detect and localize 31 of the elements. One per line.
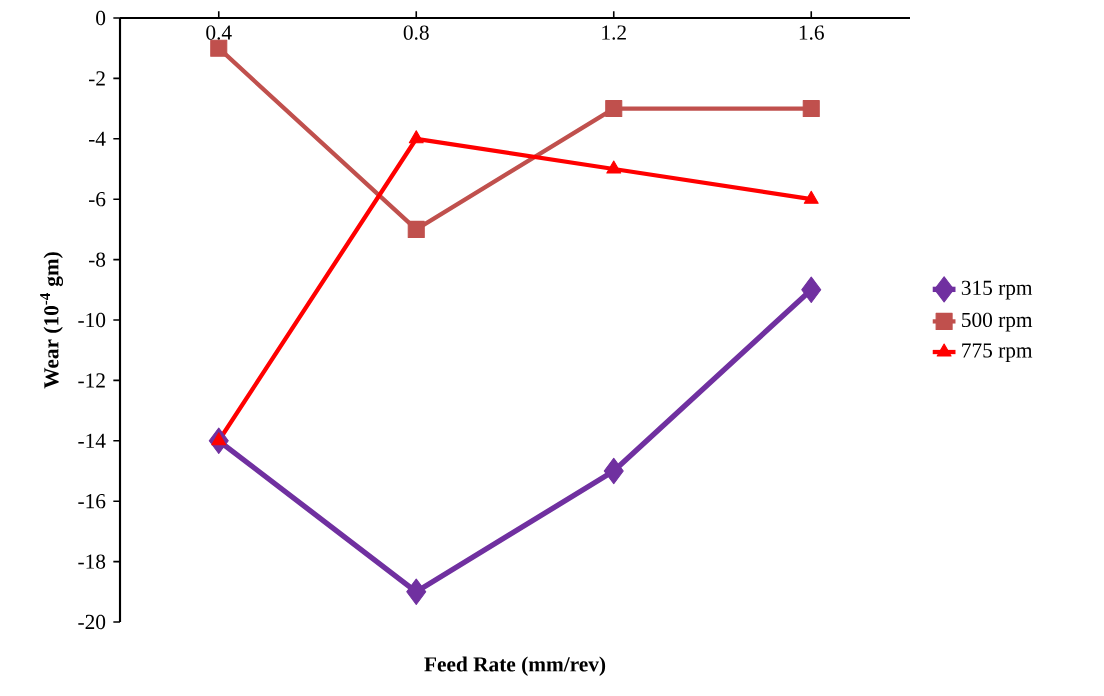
y-tick-label: -18: [78, 554, 106, 569]
point: [603, 457, 624, 485]
y-tick-label: -8: [88, 252, 106, 267]
y-tick-label: 0: [96, 10, 106, 26]
legend-label: 315 rpm: [961, 280, 1033, 300]
y-tick-label: -6: [88, 192, 106, 207]
y-tick-label: -10: [78, 312, 106, 328]
point: [407, 220, 425, 238]
point: [801, 276, 822, 303]
y-tick-label: -20: [78, 614, 106, 630]
x-axis-title: Feed Rate (mm/rev): [424, 656, 606, 676]
point: [803, 190, 819, 204]
y-tick-label: -4: [88, 131, 106, 146]
legend-label: 500 rpm: [962, 312, 1033, 332]
y-tick-label: -2: [88, 71, 105, 86]
point: [210, 39, 228, 57]
y-tick-label: -14: [78, 433, 106, 448]
point: [211, 432, 227, 446]
y-tick-label: -12: [78, 373, 105, 388]
x-tick-label: 0.8: [403, 25, 429, 40]
legend-label: 775 rpm: [962, 343, 1033, 362]
point: [606, 160, 622, 174]
point: [802, 100, 820, 118]
x-tick-label: 0.4: [206, 25, 232, 40]
y-tick-label: -16: [78, 494, 106, 509]
y-axis-title: Wear (10$^{-4}$ gm): [40, 252, 64, 389]
x-tick-label: 1.6: [799, 25, 824, 40]
point: [408, 130, 424, 144]
point: [605, 100, 623, 118]
point: [406, 578, 427, 605]
x-tick-label: 1.2: [602, 25, 626, 40]
